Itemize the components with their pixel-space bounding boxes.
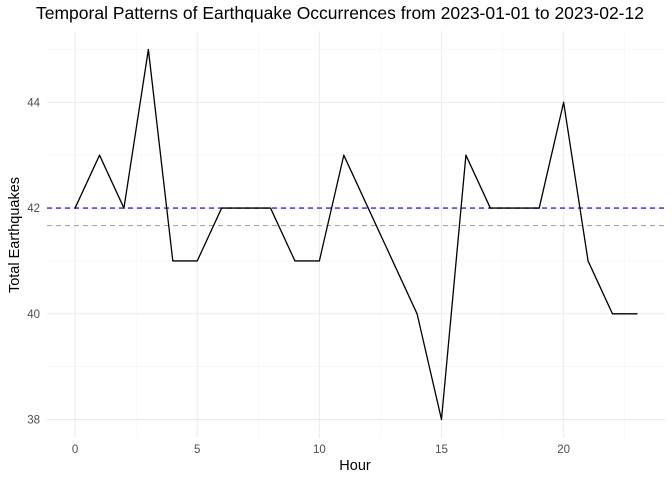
data-point (489, 207, 491, 209)
data-point (172, 260, 174, 262)
y-tick-label: 40 (27, 309, 40, 321)
reference-lines (47, 207, 665, 227)
x-tick-label: 20 (557, 444, 570, 456)
data-point (343, 154, 345, 156)
chart-title: Temporal Patterns of Earthquake Occurren… (36, 3, 644, 23)
x-tick-label: 15 (435, 444, 448, 456)
data-series (74, 48, 638, 421)
data-point (392, 260, 394, 262)
data-point (74, 207, 76, 209)
data-point (367, 207, 369, 209)
data-point (269, 207, 272, 209)
data-point (636, 313, 638, 315)
x-axis-title: Hour (339, 458, 371, 474)
x-tick-label: 10 (313, 444, 326, 456)
data-point (147, 48, 149, 51)
data-point (416, 313, 418, 315)
data-point (245, 207, 247, 209)
y-tick-label: 42 (27, 203, 40, 215)
data-point (98, 154, 101, 156)
data-point (563, 101, 565, 103)
x-tick-label: 5 (194, 444, 200, 456)
data-point (538, 207, 540, 209)
x-tick-label: 0 (72, 444, 78, 456)
data-point (587, 260, 589, 262)
data-point (440, 418, 443, 421)
major-gridlines (47, 31, 665, 438)
y-tick-label: 44 (27, 97, 40, 109)
y-tick-labels: 38 40 42 44 (27, 97, 40, 426)
data-point (221, 207, 223, 209)
data-point (318, 260, 320, 262)
data-point (611, 313, 614, 315)
data-point (514, 207, 516, 209)
data-point (465, 154, 467, 156)
minor-gridlines (47, 31, 665, 438)
y-tick-label: 38 (27, 415, 40, 427)
y-axis-title: Total Earthquakes (7, 177, 23, 293)
data-point (123, 207, 125, 209)
data-point (196, 260, 198, 262)
x-tick-labels: 0 5 10 15 20 (72, 444, 570, 456)
series-line (74, 48, 638, 421)
data-point (294, 260, 296, 262)
